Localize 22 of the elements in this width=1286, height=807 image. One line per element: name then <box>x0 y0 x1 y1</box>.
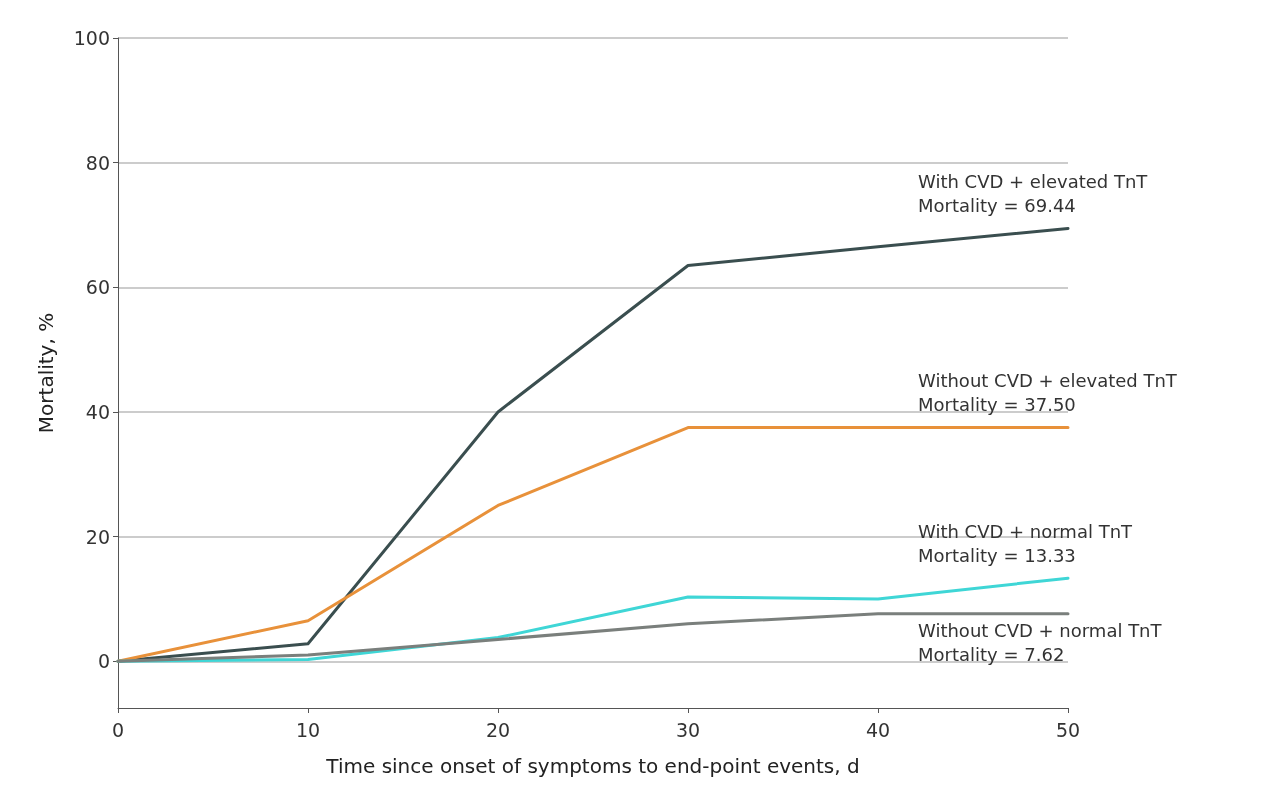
x-axis-title: Time since onset of symptoms to end-point events, d <box>325 754 860 778</box>
y-tick-label: 80 <box>85 151 110 174</box>
y-tick-label: 20 <box>85 525 110 548</box>
y-tick-label: 0 <box>97 650 110 673</box>
text: With CVD + normal TnT <box>918 520 1134 542</box>
y-tick-label: 100 <box>73 27 110 49</box>
annotation: Mortality = 7.62 <box>918 644 1065 666</box>
y-tick-label: 60 <box>85 276 110 299</box>
text: Without CVD + elevated TnT <box>918 370 1178 392</box>
x-tick-label: 50 <box>1055 718 1081 741</box>
x-tick-label: 0 <box>111 718 125 741</box>
x-tick-label: 30 <box>675 718 701 741</box>
annotation: Mortality = 69.44 <box>918 194 1076 216</box>
annotation: Mortality = 37.50 <box>918 394 1076 416</box>
y-axis-title: Mortality, % <box>34 312 58 434</box>
x-tick-label: 20 <box>485 718 511 741</box>
series-label: Without CVD + normal TnT <box>918 620 1163 642</box>
x-tick-label: 40 <box>865 718 891 741</box>
annotation: Mortality = 13.33 <box>918 544 1076 566</box>
x-tick-label: 10 <box>295 718 321 741</box>
y-tick-label: 40 <box>85 400 110 423</box>
text: With CVD + elevated TnT <box>918 170 1149 192</box>
